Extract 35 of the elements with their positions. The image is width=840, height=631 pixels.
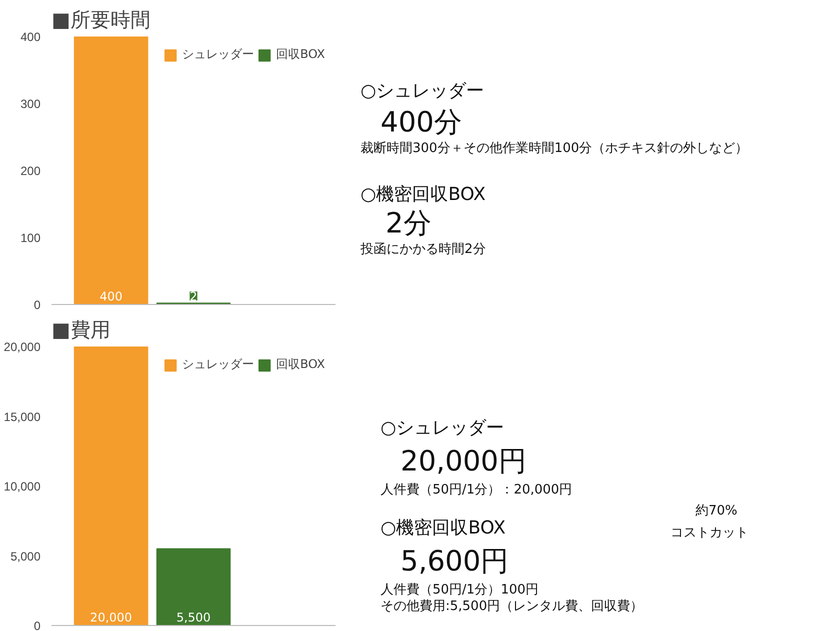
data-label: 2 — [190, 290, 198, 304]
text: 人件費（50円/1分）100円 — [380, 582, 539, 598]
y-tick-label: 300 — [20, 97, 41, 111]
text: 20,000円 — [400, 444, 526, 478]
text: 裁断時間300分＋その他作業時間100分（ホチキス針の外しなど） — [360, 140, 748, 156]
data-label: 400 — [100, 290, 122, 304]
chart-title: ■費用 — [52, 318, 110, 342]
y-tick-label: 400 — [20, 30, 41, 44]
text: コストカット — [670, 525, 748, 540]
legend-label: シュレッダー — [182, 356, 254, 373]
text: その他費用:5,500円（レンタル費、回収費） — [380, 599, 644, 614]
text: 約70% — [696, 504, 738, 519]
chart-title: ■所要時間 — [52, 8, 150, 32]
y-tick-label: 0 — [34, 619, 41, 631]
text: ○機密回収BOX — [380, 518, 506, 539]
y-tick-label: 10,000 — [4, 480, 41, 494]
y-tick-label: 200 — [20, 164, 41, 178]
text: 2分 — [386, 206, 432, 240]
y-tick-label: 0 — [34, 298, 41, 312]
y-tick-label: 5,000 — [10, 549, 41, 564]
data-label: 5,500 — [176, 610, 211, 624]
text: ○シュレッダー — [360, 80, 484, 102]
text: 400分 — [380, 106, 462, 139]
legend-label: 回収BOX — [276, 46, 325, 63]
text: 5,600円 — [400, 544, 509, 578]
y-tick-label: 20,000 — [4, 340, 41, 354]
y-tick-label: 15,000 — [4, 410, 41, 424]
text: 人件費（50円/1分）：20,000円 — [380, 482, 572, 498]
data-label: 20,000 — [90, 610, 132, 624]
legend-label: 回収BOX — [276, 356, 325, 373]
y-tick-label: 100 — [20, 231, 41, 245]
text: ○機密回収BOX — [360, 184, 486, 206]
legend-label: シュレッダー — [182, 46, 254, 63]
text: 投函にかかる時間2分 — [360, 242, 486, 257]
text: ○シュレッダー — [380, 418, 504, 439]
